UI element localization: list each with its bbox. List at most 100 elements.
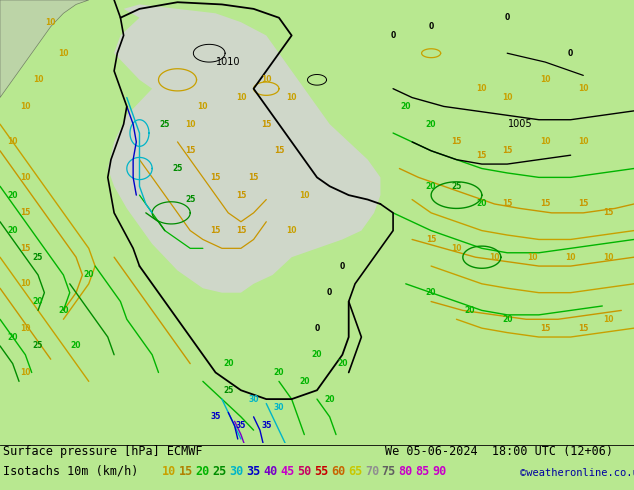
Text: 25: 25 xyxy=(451,182,462,191)
Text: 15: 15 xyxy=(502,147,512,155)
Text: 10: 10 xyxy=(287,93,297,102)
Text: Isotachs 10m (km/h): Isotachs 10m (km/h) xyxy=(3,465,138,478)
Text: 15: 15 xyxy=(604,208,614,218)
Text: 20: 20 xyxy=(8,226,18,235)
Text: 10: 10 xyxy=(33,75,43,84)
Text: 0: 0 xyxy=(505,13,510,22)
Text: 20: 20 xyxy=(464,306,474,315)
Polygon shape xyxy=(0,0,89,98)
Text: 0: 0 xyxy=(340,262,345,270)
Text: 25: 25 xyxy=(185,195,195,204)
Text: 20: 20 xyxy=(223,359,233,368)
Text: 20: 20 xyxy=(71,342,81,350)
Text: 20: 20 xyxy=(477,199,487,208)
Text: 20: 20 xyxy=(84,270,94,279)
Text: 15: 15 xyxy=(236,226,246,235)
Text: 10: 10 xyxy=(604,315,614,324)
Text: 65: 65 xyxy=(348,465,362,478)
Text: 70: 70 xyxy=(365,465,379,478)
Text: 10: 10 xyxy=(198,102,208,111)
Text: 10: 10 xyxy=(185,120,195,129)
Text: 1010: 1010 xyxy=(216,57,240,67)
Text: 1005: 1005 xyxy=(508,119,532,129)
Text: 35: 35 xyxy=(247,465,261,478)
Text: 35: 35 xyxy=(210,413,221,421)
Text: 20: 20 xyxy=(196,465,210,478)
Text: 80: 80 xyxy=(399,465,413,478)
Text: 15: 15 xyxy=(210,173,221,182)
Text: 10: 10 xyxy=(527,253,538,262)
Text: 10: 10 xyxy=(540,137,550,147)
Text: 10: 10 xyxy=(578,84,588,93)
Text: 10: 10 xyxy=(20,368,30,377)
Text: 30: 30 xyxy=(274,403,284,413)
Text: 10: 10 xyxy=(261,75,271,84)
Text: 15: 15 xyxy=(179,465,193,478)
Text: 10: 10 xyxy=(20,324,30,333)
Text: 10: 10 xyxy=(477,84,487,93)
Text: 15: 15 xyxy=(502,199,512,208)
Text: Surface pressure [hPa] ECMWF: Surface pressure [hPa] ECMWF xyxy=(3,444,202,458)
Text: ©weatheronline.co.uk: ©weatheronline.co.uk xyxy=(520,468,634,478)
Text: 20: 20 xyxy=(337,359,347,368)
Text: 20: 20 xyxy=(312,350,322,359)
Text: 15: 15 xyxy=(578,199,588,208)
Text: 10: 10 xyxy=(8,137,18,147)
Text: 10: 10 xyxy=(20,173,30,182)
Text: 75: 75 xyxy=(382,465,396,478)
Text: 20: 20 xyxy=(401,102,411,111)
Text: 10: 10 xyxy=(604,253,614,262)
Text: 15: 15 xyxy=(210,226,221,235)
Text: 15: 15 xyxy=(578,324,588,333)
Text: 15: 15 xyxy=(261,120,271,129)
Text: 15: 15 xyxy=(274,147,284,155)
Text: 15: 15 xyxy=(426,235,436,244)
Text: 20: 20 xyxy=(299,377,309,386)
Text: 20: 20 xyxy=(58,306,68,315)
Text: 10: 10 xyxy=(58,49,68,58)
Text: 20: 20 xyxy=(274,368,284,377)
Text: 25: 25 xyxy=(172,164,183,173)
Text: 10: 10 xyxy=(162,465,176,478)
Text: 15: 15 xyxy=(540,199,550,208)
Text: 20: 20 xyxy=(8,333,18,342)
Text: 10: 10 xyxy=(578,137,588,147)
Text: 15: 15 xyxy=(451,137,462,147)
Text: 0: 0 xyxy=(429,22,434,31)
Text: 90: 90 xyxy=(432,465,446,478)
Text: 10: 10 xyxy=(20,102,30,111)
Text: 10: 10 xyxy=(236,93,246,102)
Text: 20: 20 xyxy=(8,191,18,199)
Text: 10: 10 xyxy=(566,253,576,262)
Text: 15: 15 xyxy=(20,208,30,218)
Text: 10: 10 xyxy=(502,93,512,102)
Text: 35: 35 xyxy=(236,421,246,430)
Text: 25: 25 xyxy=(160,120,170,129)
Text: 60: 60 xyxy=(331,465,346,478)
Text: 15: 15 xyxy=(540,324,550,333)
Text: 50: 50 xyxy=(297,465,311,478)
Text: 0: 0 xyxy=(327,288,332,297)
Text: 35: 35 xyxy=(261,421,271,430)
Text: 20: 20 xyxy=(426,120,436,129)
Text: 0: 0 xyxy=(314,324,320,333)
Text: We 05-06-2024  18:00 UTC (12+06): We 05-06-2024 18:00 UTC (12+06) xyxy=(385,444,613,458)
Text: 15: 15 xyxy=(185,147,195,155)
Text: 25: 25 xyxy=(33,342,43,350)
Text: 55: 55 xyxy=(314,465,328,478)
Text: 20: 20 xyxy=(33,297,43,306)
Text: 85: 85 xyxy=(415,465,430,478)
Text: 15: 15 xyxy=(20,244,30,253)
Text: 10: 10 xyxy=(489,253,500,262)
Text: 10: 10 xyxy=(20,279,30,288)
Text: 15: 15 xyxy=(477,151,487,160)
Text: 20: 20 xyxy=(426,288,436,297)
Text: 10: 10 xyxy=(46,18,56,26)
Text: 10: 10 xyxy=(287,226,297,235)
Text: 0: 0 xyxy=(391,31,396,40)
Text: 10: 10 xyxy=(451,244,462,253)
Text: 15: 15 xyxy=(249,173,259,182)
Text: 10: 10 xyxy=(299,191,309,199)
Text: 20: 20 xyxy=(502,315,512,324)
Text: 30: 30 xyxy=(249,394,259,404)
